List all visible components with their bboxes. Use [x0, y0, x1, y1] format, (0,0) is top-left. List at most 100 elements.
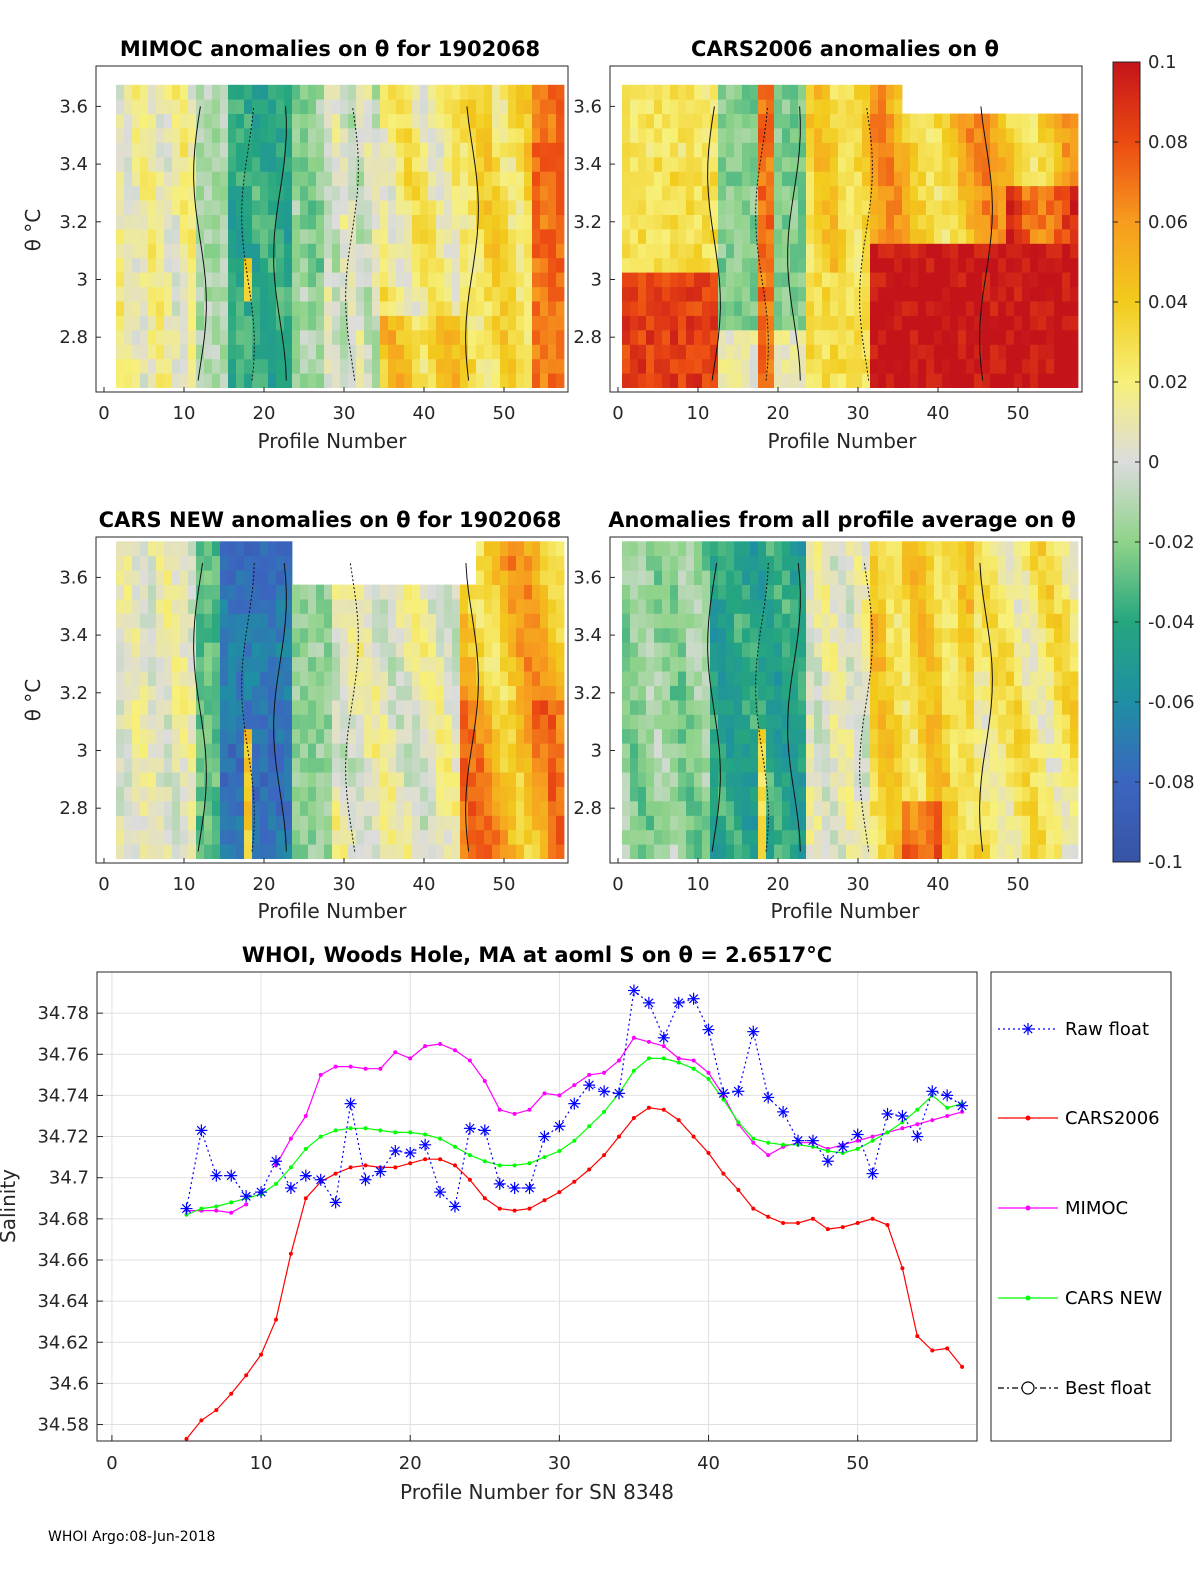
heatmap-cell — [886, 243, 895, 259]
heatmap-cell — [1022, 286, 1031, 302]
heatmap-cell — [308, 671, 317, 686]
data-point — [303, 1114, 308, 1118]
heatmap-cell — [766, 214, 775, 230]
heatmap-cell — [758, 801, 767, 816]
heatmap-cell — [838, 772, 847, 787]
y-tick-label: 3.6 — [59, 567, 88, 588]
heatmap-cell — [172, 84, 181, 100]
heatmap-cell — [516, 656, 525, 672]
heatmap-cell — [372, 728, 381, 744]
heatmap-cell — [790, 84, 799, 100]
heatmap-cell — [132, 570, 141, 585]
heatmap-cell — [508, 344, 517, 360]
heatmap-cell — [670, 315, 679, 331]
heatmap-cell — [356, 286, 365, 302]
heatmap-cell — [1014, 214, 1023, 230]
heatmap-cell — [260, 330, 269, 345]
heatmap-cell — [236, 128, 245, 143]
heatmap-cell — [742, 584, 751, 600]
heatmap-cell — [492, 743, 501, 759]
heatmap-cell — [148, 584, 157, 600]
heatmap-cell — [316, 373, 325, 388]
heatmap-cell — [742, 286, 751, 302]
heatmap-cell — [156, 570, 165, 585]
heatmap-cell — [220, 330, 229, 345]
heatmap-cell — [244, 584, 253, 600]
heatmap-cell — [300, 786, 309, 802]
heatmap-cell — [966, 128, 975, 143]
heatmap-cell — [638, 301, 647, 316]
heatmap-cell — [356, 844, 365, 859]
heatmap-cell — [220, 627, 229, 643]
heatmap-cell — [468, 214, 477, 230]
heatmap-cell — [204, 84, 213, 100]
heatmap-cell — [196, 772, 205, 787]
heatmap-cell — [862, 373, 871, 388]
heatmap-cell — [500, 599, 509, 614]
heatmap-cell — [532, 301, 541, 316]
heatmap-cell — [966, 286, 975, 302]
heatmap-cell — [798, 200, 807, 215]
heatmap-cell — [556, 555, 565, 571]
heatmap-cell — [204, 344, 213, 360]
heatmap-cell — [380, 99, 389, 114]
heatmap-cell — [548, 373, 557, 388]
heatmap-cell — [662, 599, 671, 614]
heatmap-cell — [918, 171, 927, 187]
heatmap-cell — [670, 243, 679, 259]
data-point — [303, 1146, 308, 1151]
heatmap-cell — [548, 757, 557, 773]
heatmap-cell — [790, 243, 799, 259]
heatmap-cell — [164, 700, 173, 715]
heatmap-cell — [990, 358, 999, 374]
heatmap-cell — [942, 229, 951, 244]
heatmap-cell — [300, 772, 309, 787]
heatmap-cell — [734, 700, 743, 715]
heatmap-cell — [1030, 772, 1039, 787]
heatmap-cell — [654, 599, 663, 614]
heatmap-cell — [974, 185, 983, 201]
heatmap-cell — [484, 315, 493, 331]
heatmap-cell — [212, 786, 221, 802]
heatmap-cell — [124, 555, 133, 571]
heatmap-cell — [228, 642, 237, 658]
heatmap-cell — [630, 801, 639, 816]
heatmap-cell — [630, 185, 639, 201]
heatmap-cell — [1070, 272, 1079, 288]
data-point — [214, 1208, 219, 1213]
heatmap-cell — [172, 599, 181, 614]
heatmap-cell — [766, 757, 775, 773]
heatmap-cell — [300, 700, 309, 715]
heatmap-cell — [276, 642, 285, 658]
heatmap-cell — [444, 613, 453, 629]
heatmap-cell — [284, 570, 293, 585]
heatmap-cell — [654, 156, 663, 172]
heatmap-cell — [790, 685, 799, 701]
heatmap-cell — [388, 113, 397, 129]
heatmap-cell — [332, 373, 341, 388]
heatmap-cell — [734, 555, 743, 571]
heatmap-cell — [750, 301, 759, 316]
heatmap-cell — [990, 570, 999, 585]
heatmap-cell — [284, 84, 293, 100]
heatmap-cell — [638, 584, 647, 600]
heatmap-cell — [990, 555, 999, 571]
heatmap-cell — [428, 214, 437, 230]
heatmap-cell — [998, 113, 1007, 129]
heatmap-cell — [654, 286, 663, 302]
heatmap-cell — [646, 786, 655, 802]
heatmap-cell — [116, 642, 125, 658]
heatmap-cell — [436, 743, 445, 759]
heatmap-cell — [396, 671, 405, 686]
heatmap-cell — [998, 286, 1007, 302]
heatmap-cell — [372, 200, 381, 215]
heatmap-cell — [726, 229, 735, 244]
heatmap-cell — [806, 113, 815, 129]
heatmap-cell — [140, 286, 149, 302]
heatmap-cell — [380, 627, 389, 643]
heatmap-cell — [830, 786, 839, 802]
heatmap-cell — [396, 743, 405, 759]
heatmap-cell — [324, 642, 333, 658]
heatmap-cell — [998, 627, 1007, 643]
heatmap-cell — [444, 599, 453, 614]
